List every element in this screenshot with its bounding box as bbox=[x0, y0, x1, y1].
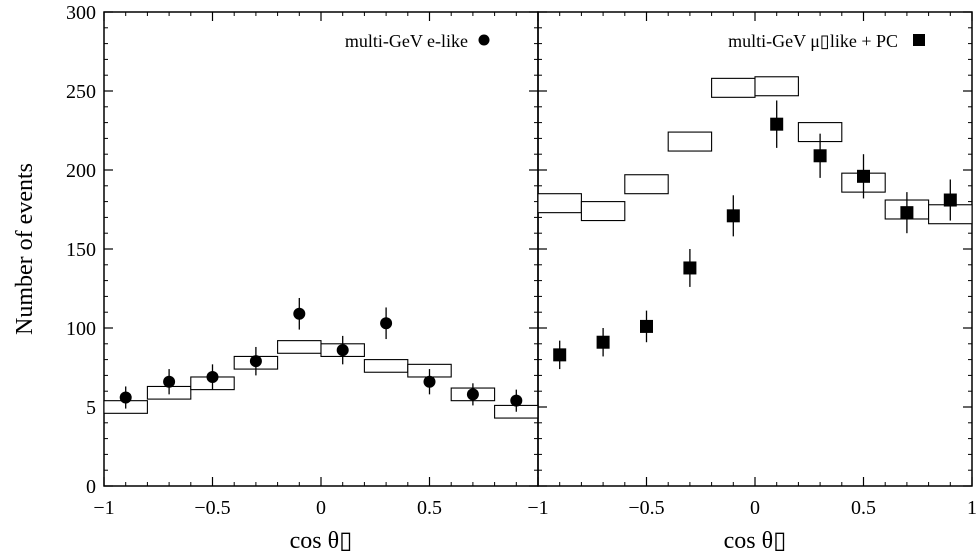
data-point bbox=[943, 193, 957, 207]
left-plot-frame bbox=[103, 11, 539, 487]
left-legend-label: multi-GeV e-like bbox=[345, 31, 468, 51]
expectation-box bbox=[537, 193, 582, 214]
data-point bbox=[163, 375, 176, 388]
data-point bbox=[119, 391, 132, 404]
x-tick-label: 0.5 bbox=[417, 497, 442, 519]
left-marks: −1 −0.5 0 0.5 0 5 100 150 200 250 300 bbox=[66, 2, 539, 519]
y-tick-label: 5 bbox=[86, 397, 96, 419]
data-point bbox=[596, 335, 610, 349]
right-marks: −1 −0.5 0 0.5 1 bbox=[527, 11, 977, 519]
x-tick-label: −1 bbox=[527, 497, 548, 519]
y-tick-label: 150 bbox=[66, 239, 96, 261]
data-point bbox=[380, 317, 393, 330]
data-point bbox=[553, 348, 567, 362]
expectation-box bbox=[667, 131, 713, 152]
right-legend-marker bbox=[913, 34, 925, 46]
x-tick-label: −0.5 bbox=[628, 497, 664, 519]
data-point bbox=[336, 344, 349, 357]
right-panel: −1 −0.5 0 0.5 1 multi-GeV μ▯like + PC cos θ▯ bbox=[527, 11, 977, 554]
left-panel: −1 −0.5 0 0.5 0 5 100 150 200 250 300 multi-GeV e-… bbox=[12, 2, 539, 554]
data-point bbox=[206, 370, 219, 383]
data-point bbox=[293, 307, 306, 320]
expectation-box bbox=[580, 201, 626, 222]
data-point bbox=[423, 375, 436, 388]
expectation-box bbox=[624, 174, 669, 195]
data-point bbox=[900, 206, 914, 220]
y-tick-label: 0 bbox=[86, 476, 96, 498]
expectation-box bbox=[754, 76, 799, 97]
x-tick-label: −0.5 bbox=[194, 497, 230, 519]
x-tick-label: 0 bbox=[316, 497, 326, 519]
data-point bbox=[726, 209, 740, 223]
y-axis-label: Number of events bbox=[12, 163, 38, 335]
y-tick-label: 200 bbox=[66, 160, 96, 182]
data-point bbox=[640, 319, 653, 333]
x-tick-label: 0.5 bbox=[851, 497, 876, 519]
left-x-axis-label: cos θ▯ bbox=[290, 528, 353, 554]
data-point bbox=[813, 149, 827, 163]
data-point bbox=[683, 261, 697, 275]
expectation-box bbox=[363, 359, 409, 373]
expectation-box bbox=[711, 77, 756, 98]
right-x-axis-label: cos θ▯ bbox=[724, 528, 787, 554]
y-tick-label: 250 bbox=[66, 81, 96, 103]
y-tick-label: 100 bbox=[66, 318, 96, 340]
x-tick-label: −1 bbox=[93, 497, 114, 519]
data-point bbox=[249, 355, 262, 368]
right-legend-label: multi-GeV μ▯like + PC bbox=[728, 31, 898, 51]
data-point bbox=[770, 117, 784, 131]
left-legend-marker bbox=[478, 34, 490, 46]
y-tick-label: 300 bbox=[66, 2, 96, 24]
x-tick-label: 0 bbox=[750, 497, 760, 519]
x-tick-label: 1 bbox=[967, 497, 977, 519]
data-point bbox=[857, 169, 870, 183]
data-point bbox=[466, 388, 479, 401]
data-point bbox=[510, 394, 523, 407]
expectation-box bbox=[277, 340, 322, 354]
